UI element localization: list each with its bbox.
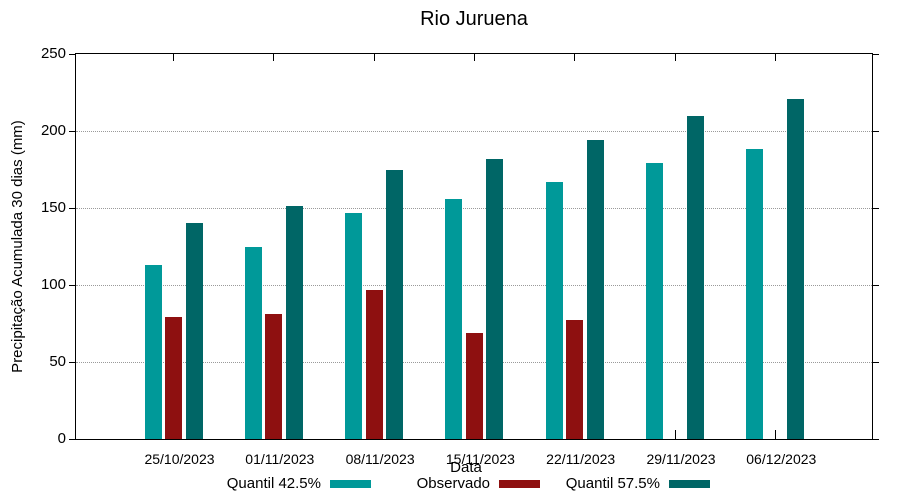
bar-observado	[566, 320, 584, 439]
bar-quantil-57-5	[687, 115, 704, 439]
y-tick-label: 150	[40, 199, 66, 216]
x-tick-label: 15/11/2023	[445, 451, 515, 467]
bar-observado	[165, 317, 182, 439]
plot-area	[69, 53, 879, 440]
legend-entry-quantil-42-5: Quantil 42.5%	[227, 476, 371, 492]
bar-quantil-42-5	[345, 212, 363, 439]
legend-label-quantil-57-5: Quantil 57.5%	[565, 475, 660, 492]
y-tick-right	[873, 284, 879, 286]
bar-quantil-42-5	[646, 163, 663, 439]
bar-observado	[465, 332, 483, 439]
legend-swatch-observado	[499, 480, 540, 488]
bar-quantil-42-5	[144, 264, 162, 439]
gridline-200	[76, 130, 872, 132]
bar-quantil-42-5	[746, 149, 764, 439]
x-tick-top	[373, 54, 375, 61]
x-tick-bottom	[774, 430, 776, 439]
legend-label-quantil-42-5: Quantil 42.5%	[226, 475, 321, 492]
y-tick-right	[873, 438, 879, 440]
y-tick-right	[873, 207, 879, 209]
bar-quantil-42-5	[445, 198, 463, 439]
legend-entry-observado: Observado	[417, 476, 540, 492]
legend-swatch-quantil-42-5	[330, 480, 371, 488]
gridline-150	[76, 207, 872, 209]
chart-title: Rio Juruena	[420, 8, 528, 30]
x-tick-bottom	[674, 430, 676, 439]
bar-quantil-57-5	[586, 140, 604, 439]
y-tick-left	[69, 438, 75, 440]
y-axis-title: Precipitação Acumulada 30 dias (mm)	[8, 119, 26, 373]
x-tick-top	[774, 54, 776, 61]
y-tick-left	[69, 284, 75, 286]
bar-observado	[365, 289, 383, 439]
bar-quantil-42-5	[545, 181, 563, 439]
gridline-100	[76, 284, 872, 286]
x-tick-label: 25/10/2023	[144, 451, 215, 467]
x-tick-top	[173, 54, 174, 61]
x-tick-top	[574, 54, 576, 61]
x-tick-label: 22/11/2023	[546, 451, 616, 467]
bar-quantil-57-5	[185, 223, 203, 439]
y-tick-label: 50	[49, 353, 66, 370]
y-tick-left	[69, 207, 75, 209]
y-tick-left	[69, 361, 75, 363]
x-tick-label: 06/12/2023	[746, 451, 817, 467]
y-tick-right	[873, 53, 879, 55]
bar-quantil-57-5	[787, 98, 805, 439]
y-tick-right	[873, 130, 879, 132]
x-axis-title: Data	[450, 459, 482, 476]
bar-quantil-57-5	[386, 169, 404, 439]
bar-observado	[265, 314, 283, 439]
x-tick-label: 08/11/2023	[345, 451, 415, 467]
y-tick-label: 0	[57, 430, 66, 447]
bar-quantil-57-5	[285, 206, 303, 439]
x-tick-top	[674, 54, 676, 61]
y-tick-left	[69, 130, 75, 132]
y-tick-left	[69, 53, 75, 55]
x-tick-label: 01/11/2023	[245, 451, 315, 467]
y-tick-label: 200	[40, 122, 66, 139]
y-tick-label: 100	[40, 276, 66, 293]
bar-quantil-57-5	[486, 158, 504, 439]
x-tick-top	[473, 54, 475, 61]
y-tick-label: 250	[40, 45, 66, 62]
legend-label-observado: Observado	[416, 475, 490, 492]
y-tick-right	[873, 361, 879, 363]
legend-swatch-quantil-57-5	[669, 480, 710, 488]
x-tick-label: 29/11/2023	[646, 451, 716, 467]
legend-entry-quantil-57-5: Quantil 57.5%	[566, 476, 710, 492]
bar-quantil-42-5	[244, 246, 262, 439]
x-tick-top	[273, 54, 275, 61]
